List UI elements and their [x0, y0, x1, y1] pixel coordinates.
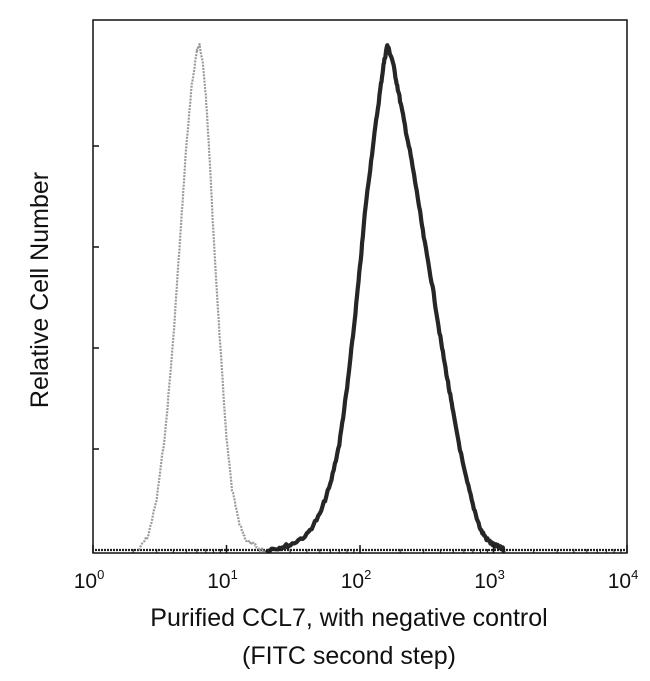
- x-tick-label-3: 103: [474, 567, 505, 593]
- x-tick-label-2: 102: [341, 567, 372, 593]
- x-tick-label-4: 104: [608, 567, 639, 593]
- series-layer: [95, 43, 625, 554]
- x-tick-label-1: 101: [207, 567, 238, 593]
- y-tick-marks: [93, 145, 99, 450]
- x-axis-label-line1: Purified CCL7, with negative control: [150, 604, 547, 632]
- x-tick-labels: 100 101 102 103 104: [74, 567, 639, 593]
- y-axis-label: Relative Cell Number: [26, 172, 54, 408]
- series-0-negative-control: [137, 43, 268, 553]
- x-tick-label-0: 100: [74, 567, 105, 593]
- series-1-ccl7: [265, 43, 506, 554]
- x-axis-label-line2: (FITC second step): [242, 642, 456, 670]
